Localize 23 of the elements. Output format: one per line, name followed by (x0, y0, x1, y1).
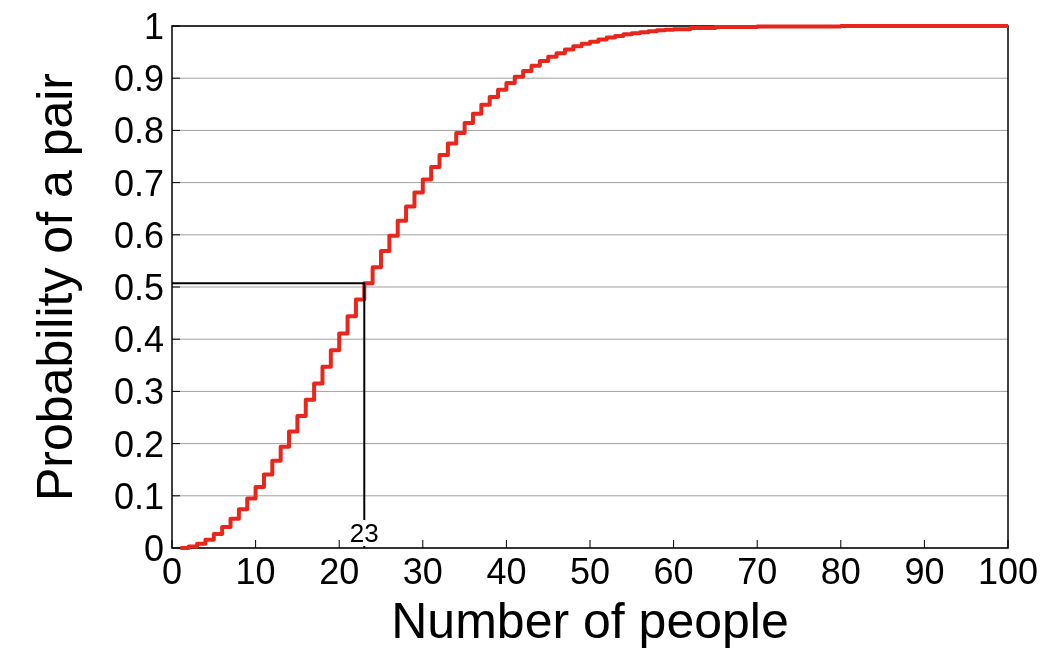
x-tick-label: 20 (319, 551, 360, 592)
annotation: 23 (349, 518, 379, 548)
y-tick-label: 0.9 (113, 58, 164, 100)
x-tick-label: 80 (820, 551, 861, 592)
x-axis-title: Number of people (391, 593, 789, 649)
y-tick-label: 0.4 (113, 319, 164, 361)
y-tick-label: 0.5 (113, 267, 164, 308)
x-tick-label: 70 (737, 551, 778, 592)
y-tick-label: 0.1 (113, 475, 164, 517)
y-tick-label: 1 (143, 6, 164, 47)
y-tick-label: 0.7 (113, 162, 164, 204)
x-tick-label: 60 (653, 551, 694, 592)
y-tick-label: 0.8 (113, 110, 164, 152)
x-tick-label: 100 (977, 551, 1039, 592)
x-tick-label: 50 (569, 551, 611, 592)
y-tick-label: 0.3 (113, 371, 164, 413)
x-tick-label: 90 (904, 551, 945, 592)
y-axis-title: Probability of a pair (27, 72, 83, 502)
y-tick-label: 0.6 (113, 214, 164, 256)
x-tick-label: 40 (486, 551, 527, 592)
x-tick-label: 10 (235, 551, 276, 592)
x-tick-label: 30 (402, 551, 443, 592)
y-tick-label: 0.2 (113, 423, 164, 465)
